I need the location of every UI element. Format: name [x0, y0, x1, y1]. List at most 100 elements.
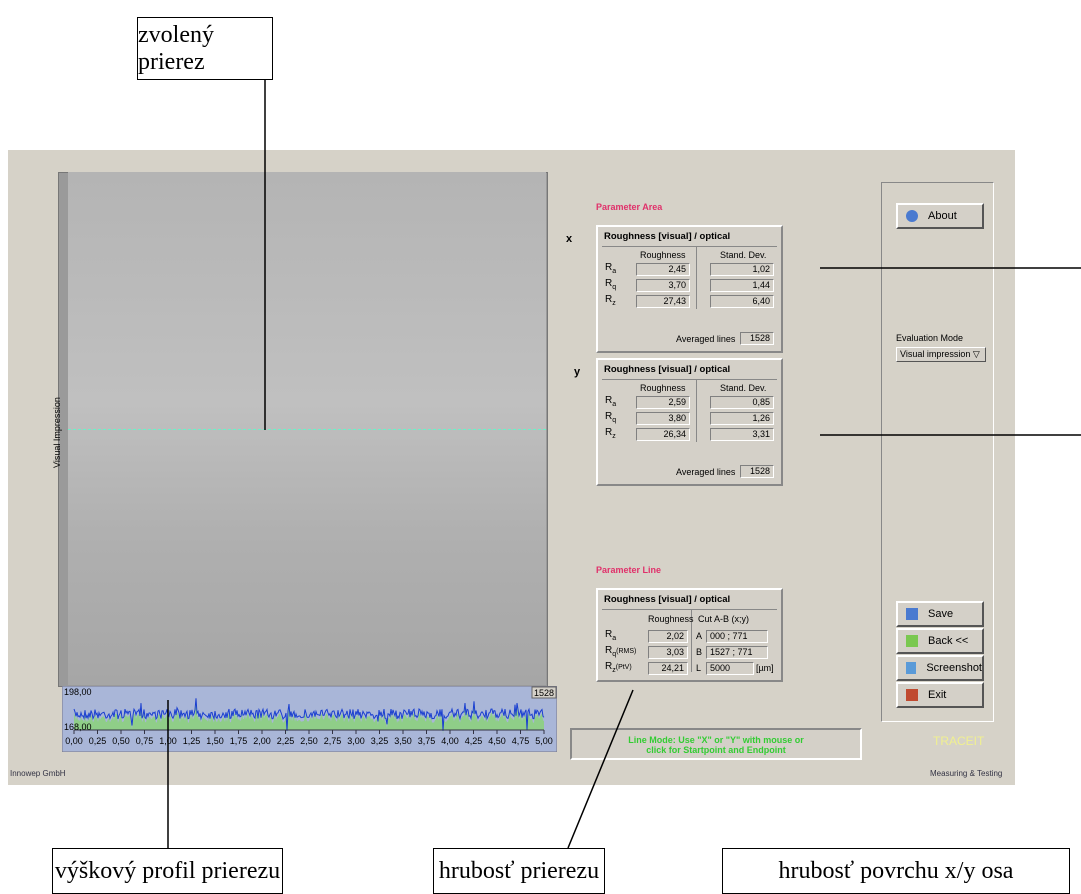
subscript: q	[612, 417, 616, 424]
x-label: 0,50	[112, 736, 130, 746]
x-label: 3,75	[418, 736, 436, 746]
icon	[906, 210, 918, 222]
value-box: 24,21	[648, 662, 688, 675]
button[interactable]: Exit	[896, 682, 984, 708]
value-box: 3,70	[636, 279, 690, 292]
x-label: 4,50	[488, 736, 506, 746]
icon	[906, 635, 918, 647]
label: Evaluation Mode	[896, 333, 963, 343]
dropdown-value: Visual impression	[900, 349, 970, 359]
value-box: 3,03	[648, 646, 688, 659]
column-header: Roughness	[648, 614, 694, 624]
status-line: click for Startpoint and Endpoint	[572, 745, 860, 755]
button-label: About	[928, 210, 957, 222]
about-button[interactable]: About	[896, 203, 984, 229]
dropdown[interactable]: Visual impression ▽	[896, 347, 986, 362]
heading: Parameter Line	[596, 565, 661, 575]
x-label: 1,75	[230, 736, 248, 746]
value-box: 3,31	[710, 428, 774, 441]
counter: 1528	[534, 688, 554, 698]
footer-left: Innowep GmbH	[10, 769, 66, 778]
button[interactable]: Screenshot	[896, 655, 984, 681]
value-box: 0,85	[710, 396, 774, 409]
value-box: 2,02	[648, 630, 688, 643]
image-label: Visual Impression	[52, 397, 62, 468]
value-box: 1528	[740, 332, 774, 345]
label: Averaged lines	[676, 334, 735, 344]
rule	[602, 609, 777, 610]
button[interactable]: Save	[896, 601, 984, 627]
callout: hrubosť povrchu x/y osa	[722, 848, 1070, 894]
sidebar: About Evaluation Mode Visual impression …	[881, 182, 994, 722]
page: zvolený prierez Visual Impression 198,00…	[0, 0, 1081, 894]
column-header: Stand. Dev.	[720, 383, 766, 393]
symbol: Ra	[605, 262, 616, 275]
panel-title: Roughness [visual] / optical	[604, 231, 730, 242]
panel-title: Roughness [visual] / optical	[604, 364, 730, 375]
button-label: Back <<	[928, 635, 968, 647]
symbol: Rz(PtV)	[605, 661, 632, 674]
unit: [µm]	[756, 663, 774, 673]
cut-line	[68, 429, 546, 430]
x-label: 2,75	[324, 736, 342, 746]
callout: výškový profil prierezu	[52, 848, 283, 894]
value-box: 1,26	[710, 412, 774, 425]
callout: hrubosť prierezu	[433, 848, 605, 894]
column-header: Roughness	[640, 250, 686, 260]
value-box: 1527 ; 771	[706, 646, 768, 659]
button-label: Exit	[928, 689, 946, 701]
cut-label: L	[696, 663, 701, 673]
x-label: 1,25	[183, 736, 201, 746]
icon	[906, 608, 918, 620]
x-label: 2,25	[277, 736, 295, 746]
subscript: z	[612, 300, 616, 307]
divider	[696, 247, 697, 309]
column-header: Cut A-B (x;y)	[698, 614, 749, 624]
subscript: a	[612, 268, 616, 275]
x-label: 0,00	[65, 736, 83, 746]
value-box: 26,34	[636, 428, 690, 441]
line-panel: Roughness [visual] / optical Roughness C…	[596, 588, 783, 682]
symbol: Rz	[605, 294, 616, 307]
brand: TRACEIT	[933, 734, 984, 748]
x-label: 3,50	[394, 736, 412, 746]
axis-marker: x	[566, 233, 572, 245]
value-box: 27,43	[636, 295, 690, 308]
symbol: Ra	[605, 395, 616, 408]
callout: zvolený prierez	[137, 17, 273, 80]
axis-marker: y	[574, 366, 580, 378]
x-label: 4,75	[512, 736, 530, 746]
x-label: 4,00	[441, 736, 459, 746]
subscript: a	[612, 635, 616, 642]
footer-right: Measuring & Testing	[930, 769, 1002, 778]
rule	[602, 379, 777, 380]
x-label: 4,25	[465, 736, 483, 746]
button-label: Screenshot	[926, 662, 982, 674]
value-box: 1,02	[710, 263, 774, 276]
value-box: 1528	[740, 465, 774, 478]
symbol: Rq	[605, 411, 616, 424]
value-box: 2,45	[636, 263, 690, 276]
button[interactable]: Back <<	[896, 628, 984, 654]
x-label: 3,00	[347, 736, 365, 746]
value-box: 3,80	[636, 412, 690, 425]
value-box: 5000	[706, 662, 754, 675]
symbol: Rq(RMS)	[605, 645, 636, 658]
x-label: 2,00	[253, 736, 271, 746]
status-box: Line Mode: Use "X" or "Y" with mouse or …	[570, 728, 862, 760]
symbol: Ra	[605, 629, 616, 642]
x-label: 3,25	[371, 736, 389, 746]
label: Averaged lines	[676, 467, 735, 477]
subscript: a	[612, 401, 616, 408]
x-label: 1,50	[206, 736, 224, 746]
subscript: z	[612, 433, 616, 440]
cut-label: B	[696, 647, 702, 657]
icon	[906, 662, 916, 674]
value-box: 000 ; 771	[706, 630, 768, 643]
button-label: Save	[928, 608, 953, 620]
value-box: 6,40	[710, 295, 774, 308]
